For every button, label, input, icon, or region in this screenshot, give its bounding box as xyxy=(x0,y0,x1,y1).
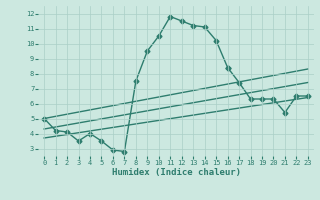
X-axis label: Humidex (Indice chaleur): Humidex (Indice chaleur) xyxy=(111,168,241,177)
